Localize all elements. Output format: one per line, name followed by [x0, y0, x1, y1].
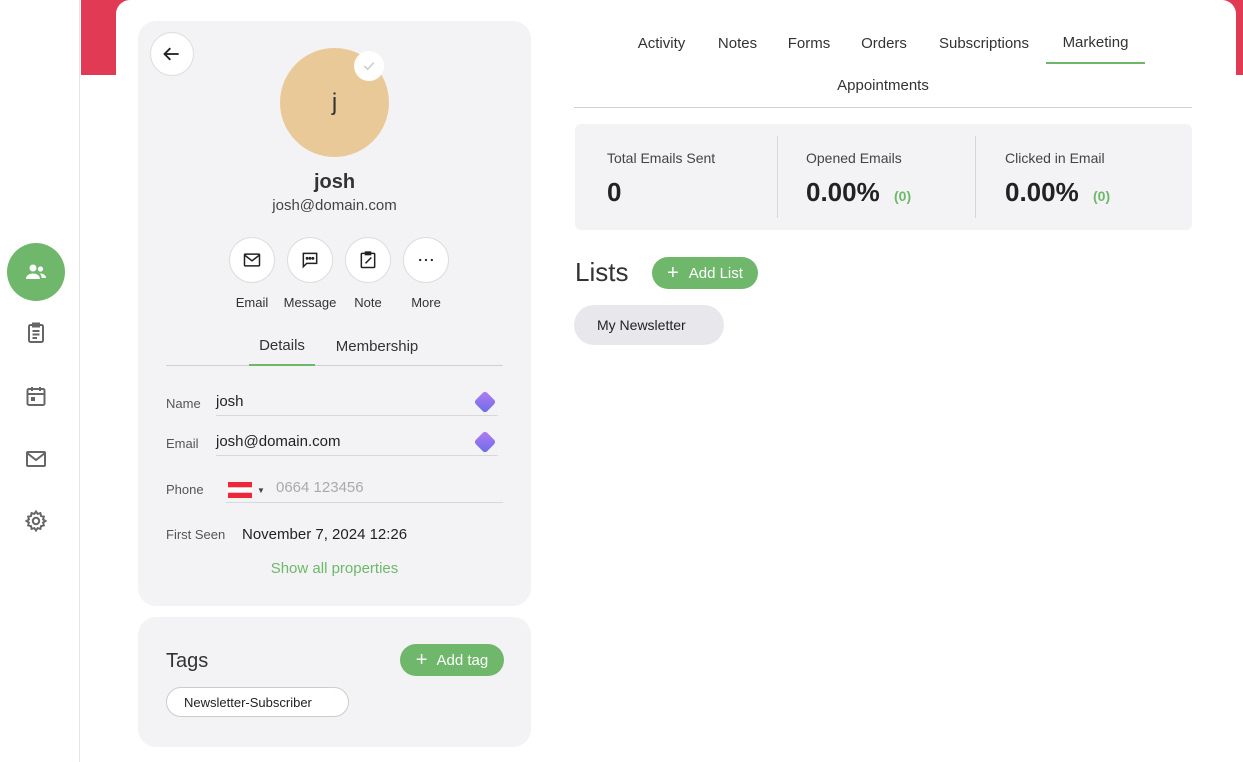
sidebar	[0, 0, 80, 762]
tab-forms[interactable]: Forms	[787, 34, 831, 52]
verified-badge	[354, 51, 384, 81]
email-label: Email	[166, 436, 199, 451]
email-field: Email josh@domain.com	[166, 426, 503, 458]
email-action-label: Email	[235, 295, 269, 310]
stat-value: 0.00%	[806, 177, 880, 207]
phone-input[interactable]: 0664 123456	[276, 479, 364, 496]
stat-opened: Opened Emails 0.00% (0)	[806, 124, 976, 230]
tab-activity[interactable]: Activity	[637, 34, 686, 52]
envelope-icon	[243, 253, 261, 267]
stat-divider	[777, 136, 778, 218]
stat-divider	[975, 136, 976, 218]
tab-marketing[interactable]: Marketing	[1046, 22, 1145, 64]
add-tag-button[interactable]: + Add tag	[400, 644, 504, 676]
note-action-label: Note	[354, 295, 382, 310]
stat-count: (0)	[894, 188, 912, 204]
add-list-label: Add List	[688, 264, 743, 282]
tab-membership[interactable]: Membership	[335, 338, 419, 355]
name-label: Name	[166, 396, 201, 411]
stat-title: Opened Emails	[806, 150, 902, 166]
contact-tabs: Activity Notes Forms Orders Subscription…	[574, 22, 1192, 108]
sidebar-item-settings[interactable]	[7, 492, 65, 550]
ai-sparkle-icon[interactable]	[471, 388, 499, 416]
message-action-label: Message	[283, 295, 337, 310]
phone-input-line	[226, 473, 503, 503]
country-dropdown-icon[interactable]: ▼	[257, 486, 265, 495]
profile-tabs: Details Membership	[166, 327, 503, 366]
profile-name: josh	[313, 171, 356, 193]
email-action-circle	[229, 237, 275, 283]
show-all-properties-link[interactable]: Show all properties	[270, 560, 399, 577]
tab-details[interactable]: Details	[249, 327, 315, 366]
more-action-label: More	[411, 295, 441, 310]
sidebar-item-tasks[interactable]	[7, 304, 65, 362]
note-icon	[360, 251, 376, 269]
contacts-icon	[26, 264, 46, 279]
note-action-circle	[345, 237, 391, 283]
mail-icon	[26, 451, 46, 467]
plus-icon: +	[415, 649, 428, 671]
profile-actions: Email Message Note More	[222, 237, 454, 310]
phone-field: Phone ▼ 0664 123456	[166, 473, 503, 505]
tab-orders[interactable]: Orders	[861, 34, 907, 52]
more-action-circle	[403, 237, 449, 283]
name-input[interactable]: josh	[216, 386, 498, 416]
check-icon	[363, 62, 375, 71]
email-stats: Total Emails Sent 0 Opened Emails 0.00% …	[575, 124, 1192, 230]
sidebar-item-contacts[interactable]	[7, 243, 65, 301]
lists-title: Lists	[575, 257, 629, 287]
tab-appointments[interactable]: Appointments	[837, 76, 929, 94]
tag-chip[interactable]: Newsletter-Subscriber	[166, 687, 349, 717]
stat-title: Total Emails Sent	[607, 150, 716, 166]
stat-total-sent: Total Emails Sent 0	[607, 124, 777, 230]
message-action-circle	[287, 237, 333, 283]
more-icon	[419, 258, 433, 262]
message-action-button[interactable]: Message	[280, 237, 340, 310]
arrow-left-icon	[163, 47, 179, 61]
stat-title: Clicked in Email	[1005, 150, 1105, 166]
tags-panel: Tags + Add tag Newsletter-Subscriber	[138, 617, 531, 747]
first-seen-value: November 7, 2024 12:26	[242, 526, 408, 543]
austria-flag-icon[interactable]	[228, 482, 252, 498]
calendar-icon	[26, 387, 46, 406]
stat-count: (0)	[1093, 188, 1111, 204]
tab-subscriptions[interactable]: Subscriptions	[938, 34, 1030, 52]
add-tag-label: Add tag	[436, 651, 489, 669]
profile-panel: j josh josh@domain.com Email Message	[138, 21, 531, 606]
email-input[interactable]: josh@domain.com	[216, 426, 498, 456]
gear-icon	[24, 509, 48, 533]
tab-notes[interactable]: Notes	[717, 34, 758, 52]
phone-label: Phone	[166, 482, 204, 497]
email-action-button[interactable]: Email	[222, 237, 282, 310]
stat-value: 0	[607, 177, 622, 207]
add-list-button[interactable]: + Add List	[652, 257, 758, 289]
plus-icon: +	[667, 262, 679, 284]
profile-email: josh@domain.com	[272, 197, 397, 214]
more-action-button[interactable]: More	[396, 237, 456, 310]
stat-value: 0.00%	[1005, 177, 1079, 207]
ai-sparkle-icon[interactable]	[471, 428, 499, 456]
list-chip[interactable]: My Newsletter	[574, 305, 724, 345]
clipboard-icon	[28, 322, 44, 343]
chat-icon	[302, 252, 318, 269]
first-seen-label: First Seen	[166, 527, 226, 542]
sidebar-item-calendar[interactable]	[7, 367, 65, 425]
sidebar-item-mail[interactable]	[7, 430, 65, 488]
avatar-letter: j	[331, 88, 338, 116]
first-seen-field: First Seen November 7, 2024 12:26	[166, 521, 503, 549]
stat-clicked: Clicked in Email 0.00% (0)	[1005, 124, 1175, 230]
name-field: Name josh	[166, 386, 503, 418]
back-button[interactable]	[150, 32, 194, 76]
tags-title: Tags	[166, 650, 209, 672]
note-action-button[interactable]: Note	[338, 237, 398, 310]
